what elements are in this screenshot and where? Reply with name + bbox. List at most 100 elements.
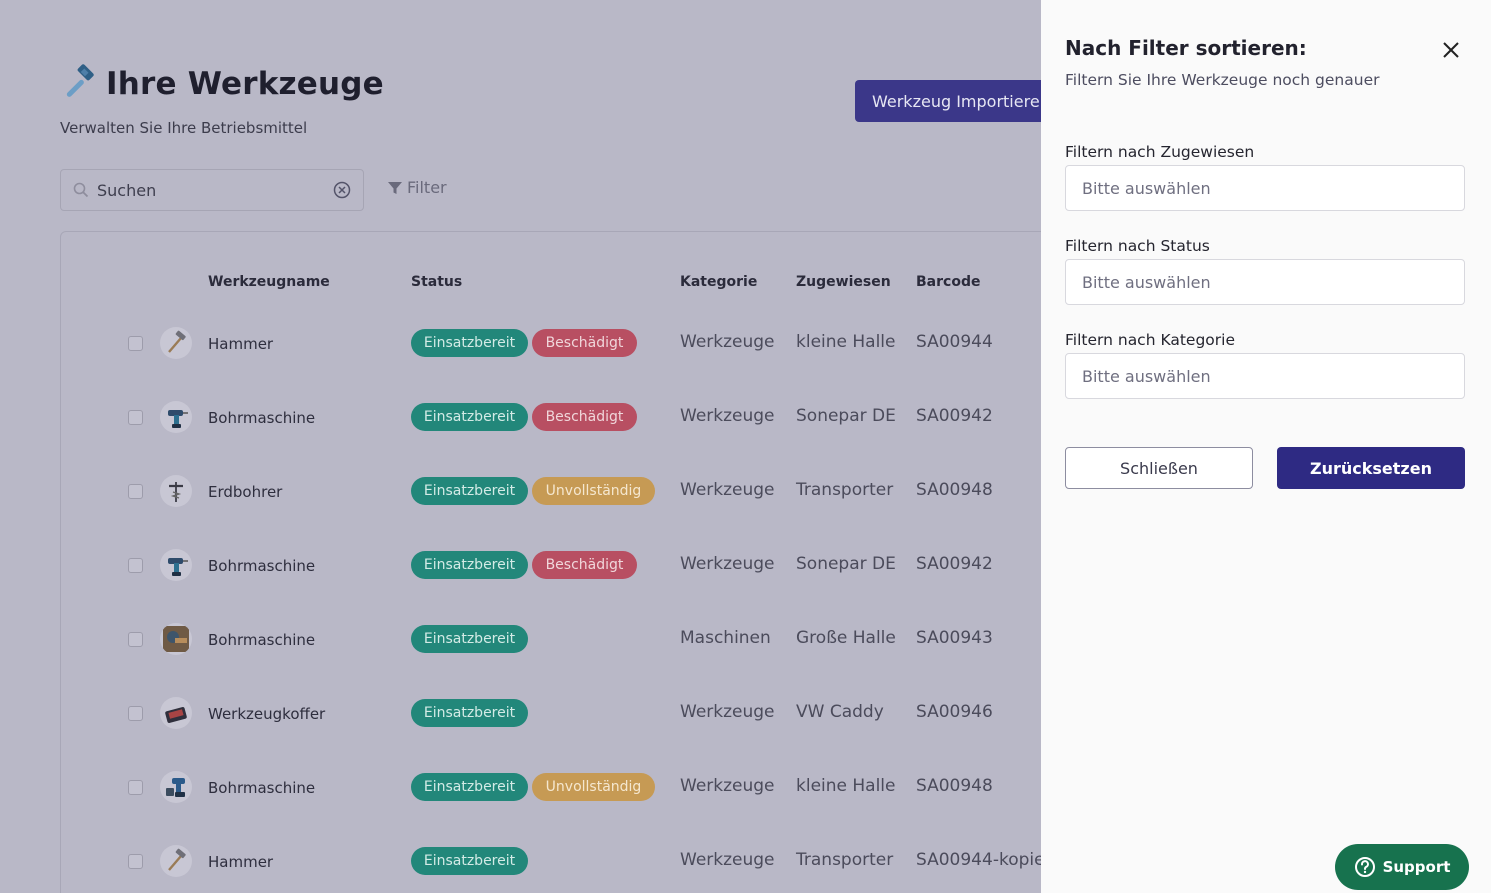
tool-assigned: Transporter [796,850,894,870]
support-button[interactable]: Support [1335,844,1469,890]
hammer-icon [160,327,192,359]
close-icon [1443,42,1459,58]
table-row[interactable]: Bohrmaschine Einsatzbereit Beschädigt Werkz… [0,380,1041,454]
filter-status-select[interactable]: Bitte auswählen [1065,259,1465,305]
drill-icon [160,401,192,433]
tool-barcode: SA00948 [916,776,993,796]
tool-assigned: kleine Halle [796,332,896,352]
table-row[interactable]: Bohrmaschine Einsatzbereit Maschinen Große … [0,602,1041,676]
tool-barcode: SA00943 [916,628,993,648]
status-badge: Einsatzbereit [411,329,528,357]
tool-assigned: kleine Halle [796,776,896,796]
tool-category: Werkzeuge [680,480,775,500]
toolbox-icon [160,697,192,729]
search-input[interactable] [97,180,333,200]
drawer-subtitle: Filtern Sie Ihre Werkzeuge noch genauer [1065,71,1380,89]
status-badge: Einsatzbereit [411,773,528,801]
row-checkbox[interactable] [128,558,143,573]
clear-search-icon[interactable] [333,181,351,199]
import-tool-button[interactable]: Werkzeug Importieren [855,80,1041,122]
tool-category: Werkzeuge [680,776,775,796]
row-checkbox[interactable] [128,484,143,499]
filter-category-label: Filtern nach Kategorie [1065,331,1236,349]
col-header-name[interactable]: Werkzeugname [208,274,330,290]
status-badge: Beschädigt [532,403,637,431]
page-title: Ihre Werkzeuge [106,66,384,102]
search-icon [73,182,89,198]
reset-button[interactable]: Zurücksetzen [1277,447,1465,489]
drill-set-icon [160,771,192,803]
tool-category: Werkzeuge [680,406,775,426]
tool-name: Erdbohrer [208,483,283,501]
tool-barcode: SA00942 [916,554,993,574]
tool-name: Bohrmaschine [208,631,316,649]
hammer-logo-icon [66,64,94,97]
status-badge: Beschädigt [532,551,637,579]
status-badge: Unvollständig [532,773,655,801]
status-badge: Beschädigt [532,329,637,357]
tool-barcode: SA00948 [916,480,993,500]
tool-barcode: SA00944-kopie [916,850,1041,870]
status-badge: Unvollständig [532,477,655,505]
tool-category: Werkzeuge [680,332,775,352]
tool-barcode: SA00946 [916,702,993,722]
filter-assigned-label: Filtern nach Zugewiesen [1065,143,1255,161]
row-checkbox[interactable] [128,632,143,647]
tool-category: Werkzeuge [680,702,775,722]
tool-category: Werkzeuge [680,554,775,574]
col-header-barcode[interactable]: Barcode [916,274,981,290]
table-row[interactable]: Hammer Einsatzbereit Beschädigt Werkzeuge kl… [0,306,1041,380]
page-subtitle: Verwalten Sie Ihre Betriebsmittel [60,119,308,137]
status-badge: Einsatzbereit [411,477,528,505]
hammer-icon [160,845,192,877]
funnel-icon [388,181,402,194]
tool-category: Maschinen [680,628,771,648]
tool-assigned: Sonepar DE [796,554,896,574]
table-row[interactable]: Bohrmaschine Einsatzbereit Unvollständig We… [0,750,1041,824]
tool-name: Hammer [208,335,274,353]
filter-category-select[interactable]: Bitte auswählen [1065,353,1465,399]
filter-assigned-select[interactable]: Bitte auswählen [1065,165,1465,211]
status-badge: Einsatzbereit [411,847,528,875]
row-checkbox[interactable] [128,410,143,425]
filter-button[interactable]: Filter [387,178,447,197]
title-row: Ihre Werkzeuge [58,64,384,104]
tool-assigned: Große Halle [796,628,896,648]
tool-assigned: VW Caddy [796,702,884,722]
status-badge: Einsatzbereit [411,699,528,727]
status-badge: Einsatzbereit [411,551,528,579]
status-badge: Einsatzbereit [411,403,528,431]
col-header-category[interactable]: Kategorie [680,274,758,290]
help-circle-icon [1354,857,1375,877]
tool-barcode: SA00944 [916,332,993,352]
earth-auger-icon [160,475,192,507]
table-row[interactable]: Erdbohrer Einsatzbereit Unvollständig Werkz… [0,454,1041,528]
drill-icon [160,549,192,581]
table-row[interactable]: Werkzeugkoffer Einsatzbereit Werkzeuge VW C… [0,676,1041,750]
tool-name: Bohrmaschine [208,557,316,575]
filter-label: Filter [407,178,447,197]
filter-drawer: Nach Filter sortieren: Filtern Sie Ihre … [1041,0,1491,893]
row-checkbox[interactable] [128,854,143,869]
tool-name: Bohrmaschine [208,779,316,797]
row-checkbox[interactable] [128,706,143,721]
row-checkbox[interactable] [128,780,143,795]
tool-assigned: Sonepar DE [796,406,896,426]
close-button[interactable]: Schließen [1065,447,1253,489]
tool-name: Werkzeugkoffer [208,705,326,723]
tool-barcode: SA00942 [916,406,993,426]
col-header-status[interactable]: Status [411,274,463,290]
tools-page: Ihre Werkzeuge Verwalten Sie Ihre Betrie… [0,64,1041,893]
tool-category: Werkzeuge [680,850,775,870]
drawer-close-button[interactable] [1439,38,1463,62]
tool-assigned: Transporter [796,480,894,500]
col-header-assigned[interactable]: Zugewiesen [796,274,891,290]
row-checkbox[interactable] [128,336,143,351]
table-row[interactable]: Hammer Einsatzbereit Werkzeuge Transporter S… [0,824,1041,893]
tool-name: Hammer [208,853,274,871]
filter-status-label: Filtern nach Status [1065,237,1210,255]
support-label: Support [1382,858,1451,876]
status-badge: Einsatzbereit [411,625,528,653]
table-row[interactable]: Bohrmaschine Einsatzbereit Beschädigt Werkz… [0,528,1041,602]
drill-photo-icon [160,623,192,655]
